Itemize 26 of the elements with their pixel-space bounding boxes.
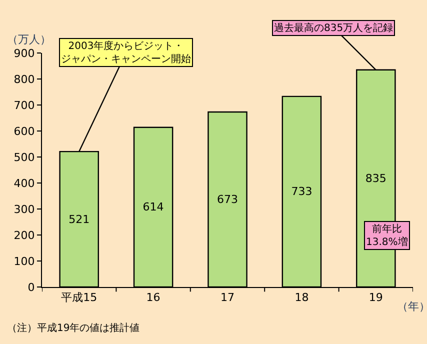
y-tick-label: 400: [14, 176, 35, 190]
text: （注）平成19年の値は推計値: [7, 322, 140, 334]
annotation: 前年比 13.8%増: [366, 223, 408, 248]
annotation: 2003年度からビジット・ジャパン・キャンペーン開始: [61, 40, 191, 65]
y-tick-label: 300: [14, 202, 35, 216]
annotation: 過去最高の835万人を記録: [274, 22, 394, 34]
data-label: 835: [365, 172, 386, 185]
x-tick-label: 平成15: [61, 291, 98, 304]
y-tick-label: 0: [28, 280, 35, 294]
y-tick-label: 800: [14, 72, 35, 86]
x-axis-title: （年）: [397, 300, 427, 313]
y-tick-label: 900: [14, 46, 35, 60]
y-tick-label: 500: [14, 150, 35, 164]
y-tick-label: 700: [14, 98, 35, 112]
data-label: 673: [217, 193, 238, 206]
x-tick-label: 16: [146, 291, 160, 304]
x-tick-label: 18: [294, 291, 309, 304]
y-axis-title: （万人）: [7, 33, 51, 46]
y-tick-label: 100: [14, 254, 35, 268]
data-label: 614: [142, 200, 164, 214]
data-label: 521: [68, 212, 90, 226]
x-tick-label: 17: [220, 291, 234, 304]
x-tick-label: 19: [368, 291, 383, 304]
y-tick-label: 600: [14, 124, 35, 138]
data-label: 733: [291, 185, 312, 198]
y-tick-label: 200: [14, 228, 35, 242]
